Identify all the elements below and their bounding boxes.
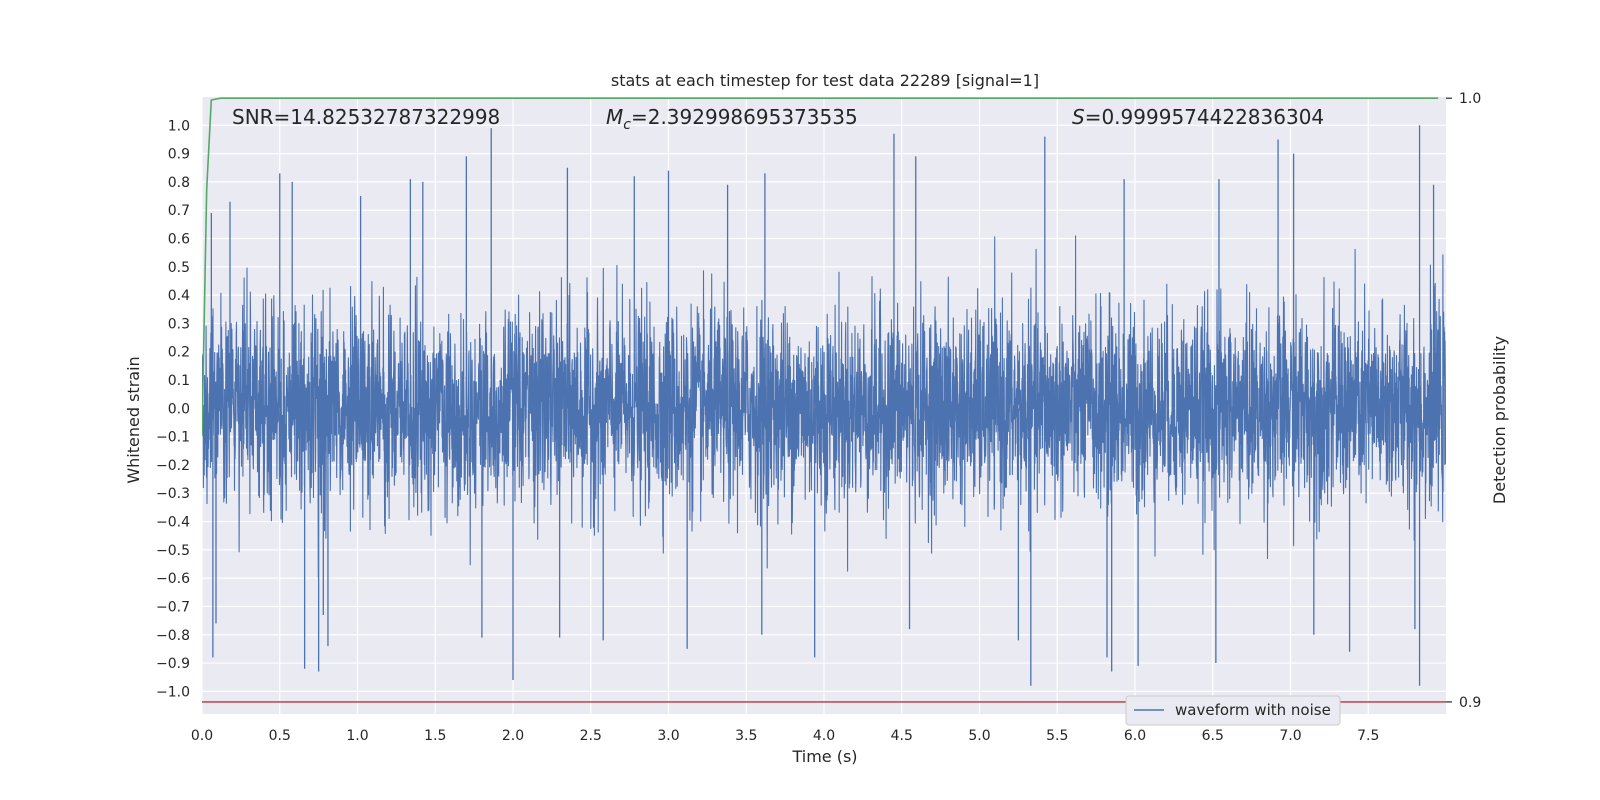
mc-symbol: M bbox=[606, 105, 623, 129]
x-tick-label: 5.0 bbox=[968, 728, 990, 744]
s-value: =0.9999574422836304 bbox=[1085, 105, 1324, 129]
x-axis-ticks: 0.0 0.5 1.0 1.5 2.0 2.5 3.0 3.5 4.0 4.5 5.0 5.5 6.0 6… bbox=[191, 728, 1380, 744]
y-tick-label: −0.3 bbox=[156, 486, 190, 502]
s-symbol: S bbox=[1072, 105, 1085, 129]
x-axis-label: Time (s) bbox=[791, 747, 857, 766]
y-tick-label: −0.8 bbox=[156, 628, 190, 644]
y-tick-label: −0.6 bbox=[156, 571, 190, 587]
y2-axis-ticks: 1.0 0.9 bbox=[1446, 91, 1481, 711]
y-tick-label: −0.2 bbox=[156, 458, 190, 474]
y-tick-label: 0.8 bbox=[168, 175, 190, 191]
y-tick-label: −0.4 bbox=[156, 515, 190, 531]
y-tick-label: 0.3 bbox=[168, 316, 190, 332]
chart-title: stats at each timestep for test data 222… bbox=[611, 71, 1039, 90]
x-tick-label: 5.5 bbox=[1046, 728, 1068, 744]
y2-axis-label: Detection probability bbox=[1490, 336, 1509, 504]
legend: waveform with noise bbox=[1125, 695, 1341, 726]
x-tick-label: 7.0 bbox=[1279, 728, 1301, 744]
y-tick-label: −1.0 bbox=[156, 684, 190, 700]
legend-label-waveform: waveform with noise bbox=[1175, 701, 1331, 719]
y-tick-label: 0.1 bbox=[168, 373, 190, 389]
mc-annotation: Mc=2.392998695373535 bbox=[606, 105, 858, 133]
mc-subscript: c bbox=[623, 117, 631, 133]
mc-value: =2.392998695373535 bbox=[631, 105, 858, 129]
y-tick-label: 0.0 bbox=[168, 401, 190, 417]
plot-series bbox=[202, 97, 1446, 703]
x-tick-label: 6.5 bbox=[1202, 728, 1224, 744]
y-tick-label: −0.9 bbox=[156, 656, 190, 672]
y-tick-label: 0.2 bbox=[168, 345, 190, 361]
x-tick-label: 1.5 bbox=[424, 728, 446, 744]
waveform-spikes bbox=[210, 125, 1435, 686]
x-tick-label: 4.0 bbox=[813, 728, 835, 744]
y-tick-label: 0.5 bbox=[168, 260, 190, 276]
x-tick-label: 0.5 bbox=[269, 728, 291, 744]
x-tick-label: 0.0 bbox=[191, 728, 213, 744]
snr-annotation: SNR=14.82532787322998 bbox=[232, 105, 500, 129]
x-tick-label: 6.0 bbox=[1124, 728, 1146, 744]
y-tick-label: 0.7 bbox=[168, 203, 190, 219]
legend-box bbox=[1125, 695, 1341, 726]
y-tick-label: −0.5 bbox=[156, 543, 190, 559]
y-tick-label: −0.7 bbox=[156, 599, 190, 615]
x-tick-label: 1.0 bbox=[346, 728, 368, 744]
x-tick-label: 3.5 bbox=[735, 728, 757, 744]
y2-tick-label: 1.0 bbox=[1459, 91, 1481, 107]
s-annotation: S=0.9999574422836304 bbox=[1072, 105, 1324, 129]
waveform-with-noise-line bbox=[202, 235, 1446, 578]
y-tick-label: −0.1 bbox=[156, 430, 190, 446]
x-tick-label: 4.5 bbox=[891, 728, 913, 744]
y-tick-label: 1.0 bbox=[168, 118, 190, 134]
y-axis-label: Whitened strain bbox=[124, 356, 143, 483]
y-axis-ticks: 1.0 0.9 0.8 0.7 0.6 0.5 0.4 0.3 0.2 0.1 0.0 −0.1 −0.… bbox=[156, 118, 190, 700]
x-tick-label: 2.5 bbox=[580, 728, 602, 744]
x-tick-label: 7.5 bbox=[1357, 728, 1379, 744]
x-tick-label: 2.0 bbox=[502, 728, 524, 744]
y-tick-label: 0.6 bbox=[168, 232, 190, 248]
x-tick-label: 3.0 bbox=[657, 728, 679, 744]
detection-probability-line bbox=[202, 97, 1439, 437]
y-tick-label: 0.4 bbox=[168, 288, 190, 304]
y-tick-label: 0.9 bbox=[168, 147, 190, 163]
y2-tick-label: 0.9 bbox=[1459, 695, 1481, 711]
